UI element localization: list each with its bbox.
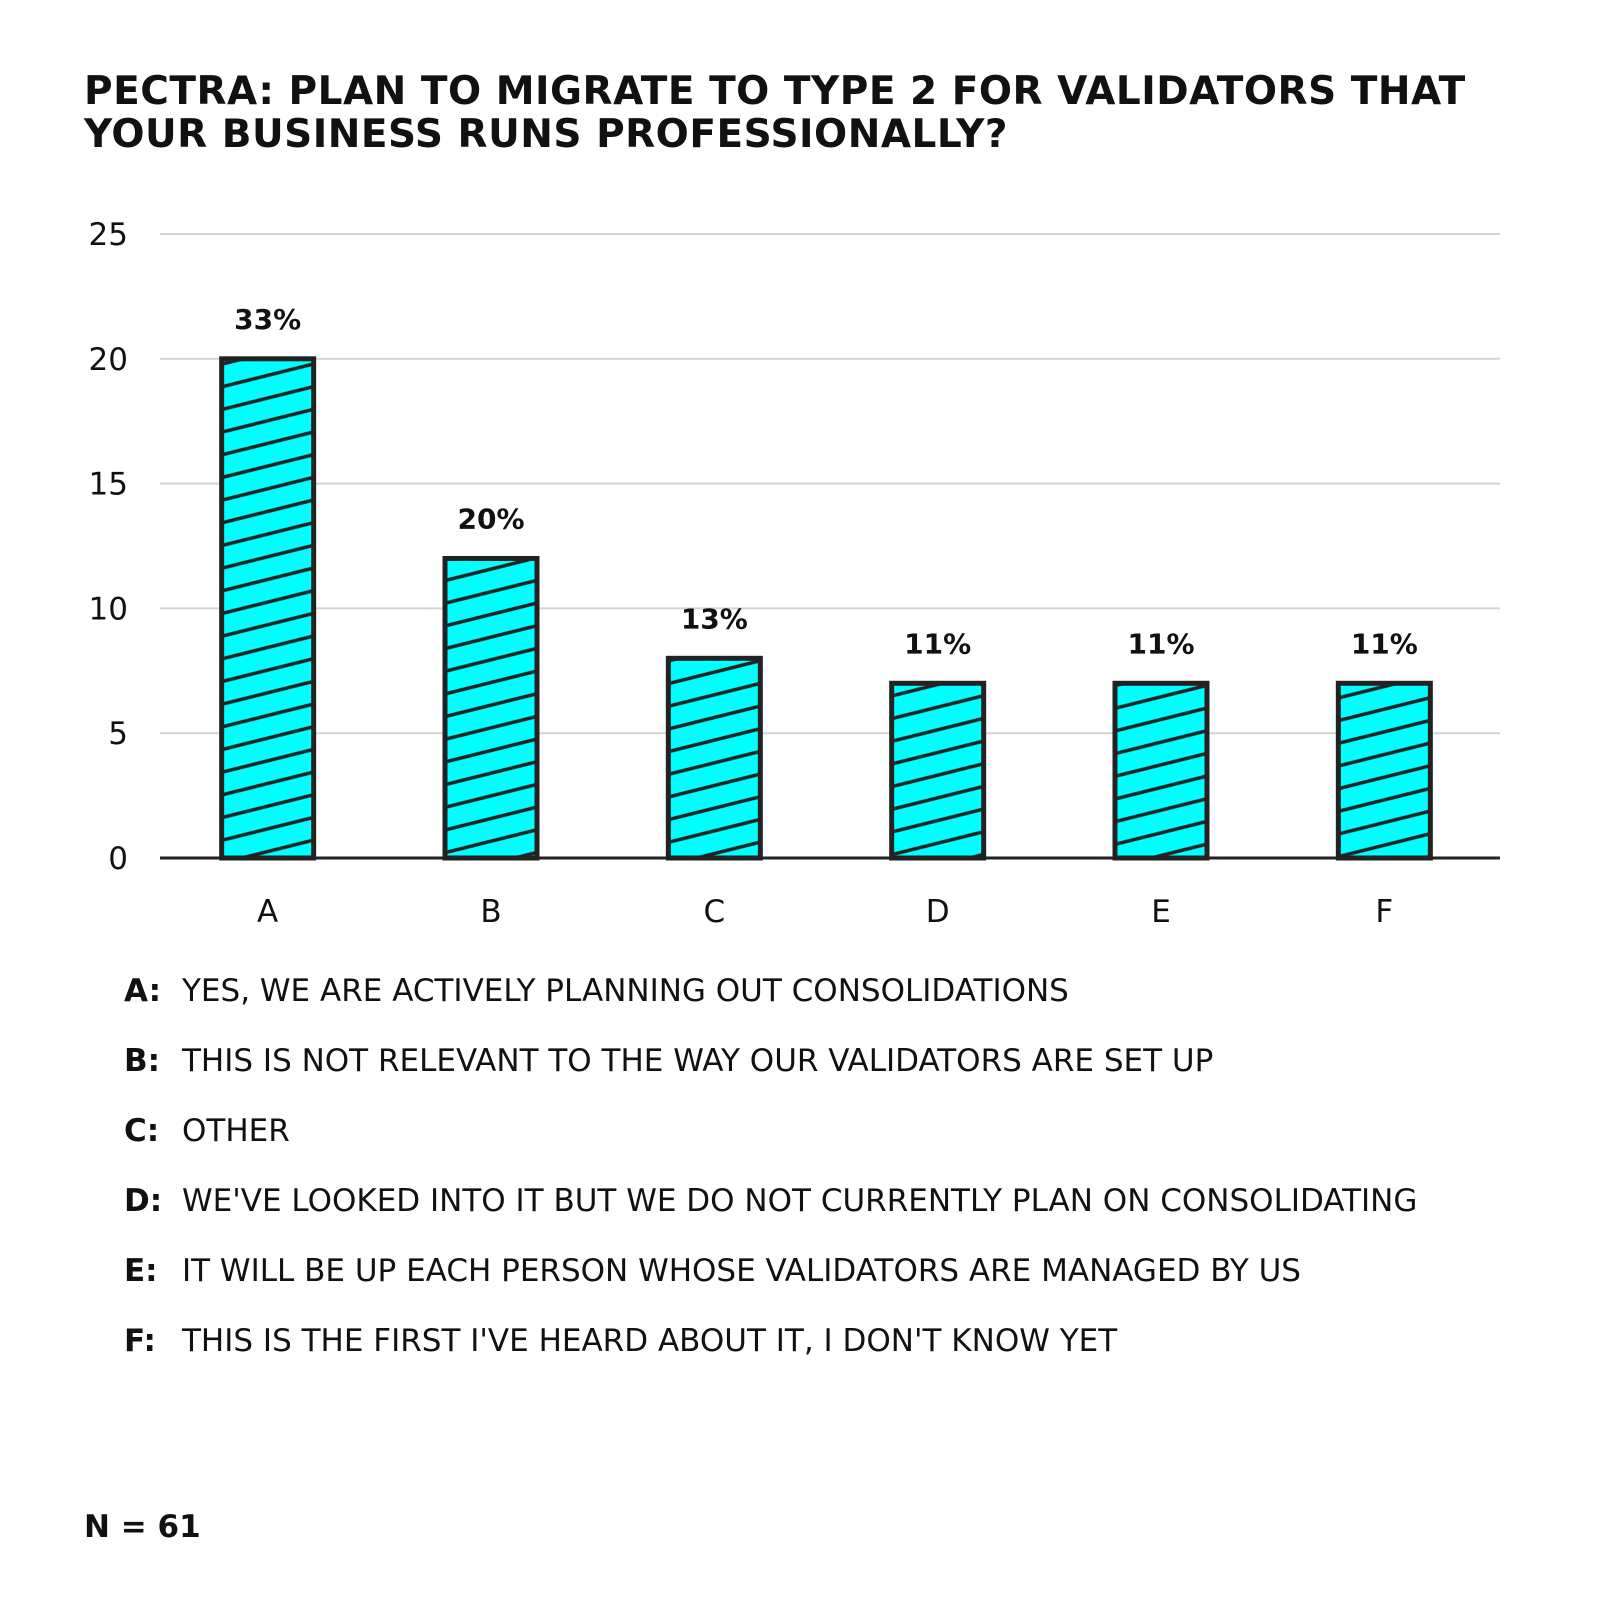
legend-item-f: F: THIS IS THE FIRST I'VE HEARD ABOUT IT…: [124, 1322, 1564, 1360]
legend-key: F:: [124, 1323, 156, 1359]
data-label: 33%: [234, 303, 301, 336]
legend-key: B:: [124, 1043, 161, 1079]
legend-item-b: B: THIS IS NOT RELEVANT TO THE WAY OUR V…: [124, 1042, 1564, 1080]
y-tick-label: 25: [89, 217, 128, 253]
data-label: 11%: [1127, 627, 1194, 660]
legend-text: THIS IS NOT RELEVANT TO THE WAY OUR VALI…: [182, 1043, 1214, 1079]
legend: A: YES, WE ARE ACTIVELY PLANNING OUT CON…: [124, 972, 1564, 1392]
legend-item-a: A: YES, WE ARE ACTIVELY PLANNING OUT CON…: [124, 972, 1564, 1010]
legend-item-c: C: OTHER: [124, 1112, 1564, 1150]
chart-title: PECTRA: PLAN TO MIGRATE TO TYPE 2 FOR VA…: [84, 69, 1466, 157]
legend-key: E:: [124, 1253, 158, 1289]
legend-item-e: E: IT WILL BE UP EACH PERSON WHOSE VALID…: [124, 1252, 1564, 1290]
y-tick-label: 5: [108, 716, 128, 752]
legend-text: YES, WE ARE ACTIVELY PLANNING OUT CONSOL…: [182, 973, 1069, 1009]
bar-a: [219, 356, 317, 861]
bar-f: [1335, 680, 1433, 861]
y-tick-label: 0: [108, 841, 128, 877]
legend-key: D:: [124, 1183, 163, 1219]
legend-text: IT WILL BE UP EACH PERSON WHOSE VALIDATO…: [182, 1253, 1301, 1289]
x-tick-label: E: [1151, 894, 1171, 930]
data-label: 20%: [457, 502, 524, 535]
legend-text: THIS IS THE FIRST I'VE HEARD ABOUT IT, I…: [182, 1323, 1118, 1359]
y-tick-label: 20: [89, 342, 128, 378]
data-label: 13%: [681, 602, 748, 635]
x-tick-label: B: [480, 894, 501, 930]
bar-chart: 0 5 10 15 20 25 33% A 20% B 13% C 11% D 11% E 11% F: [89, 217, 1500, 930]
bar-d: [889, 680, 987, 861]
x-tick-label: D: [926, 894, 950, 930]
x-tick-label: A: [257, 894, 278, 930]
data-label: 11%: [1351, 627, 1418, 660]
y-tick-label: 10: [89, 591, 128, 627]
y-tick-label: 15: [89, 467, 128, 503]
bar-e: [1112, 680, 1210, 861]
data-label: 11%: [904, 627, 971, 660]
bar-b: [442, 555, 540, 861]
sample-size-note: N = 61: [84, 1509, 201, 1545]
legend-key: A:: [124, 973, 161, 1009]
legend-key: C:: [124, 1113, 160, 1149]
legend-text: WE'VE LOOKED INTO IT BUT WE DO NOT CURRE…: [182, 1183, 1418, 1219]
bar-c: [665, 655, 763, 861]
legend-item-d: D: WE'VE LOOKED INTO IT BUT WE DO NOT CU…: [124, 1182, 1564, 1220]
x-tick-label: C: [704, 894, 726, 930]
x-tick-label: F: [1375, 894, 1393, 930]
legend-text: OTHER: [182, 1113, 290, 1149]
